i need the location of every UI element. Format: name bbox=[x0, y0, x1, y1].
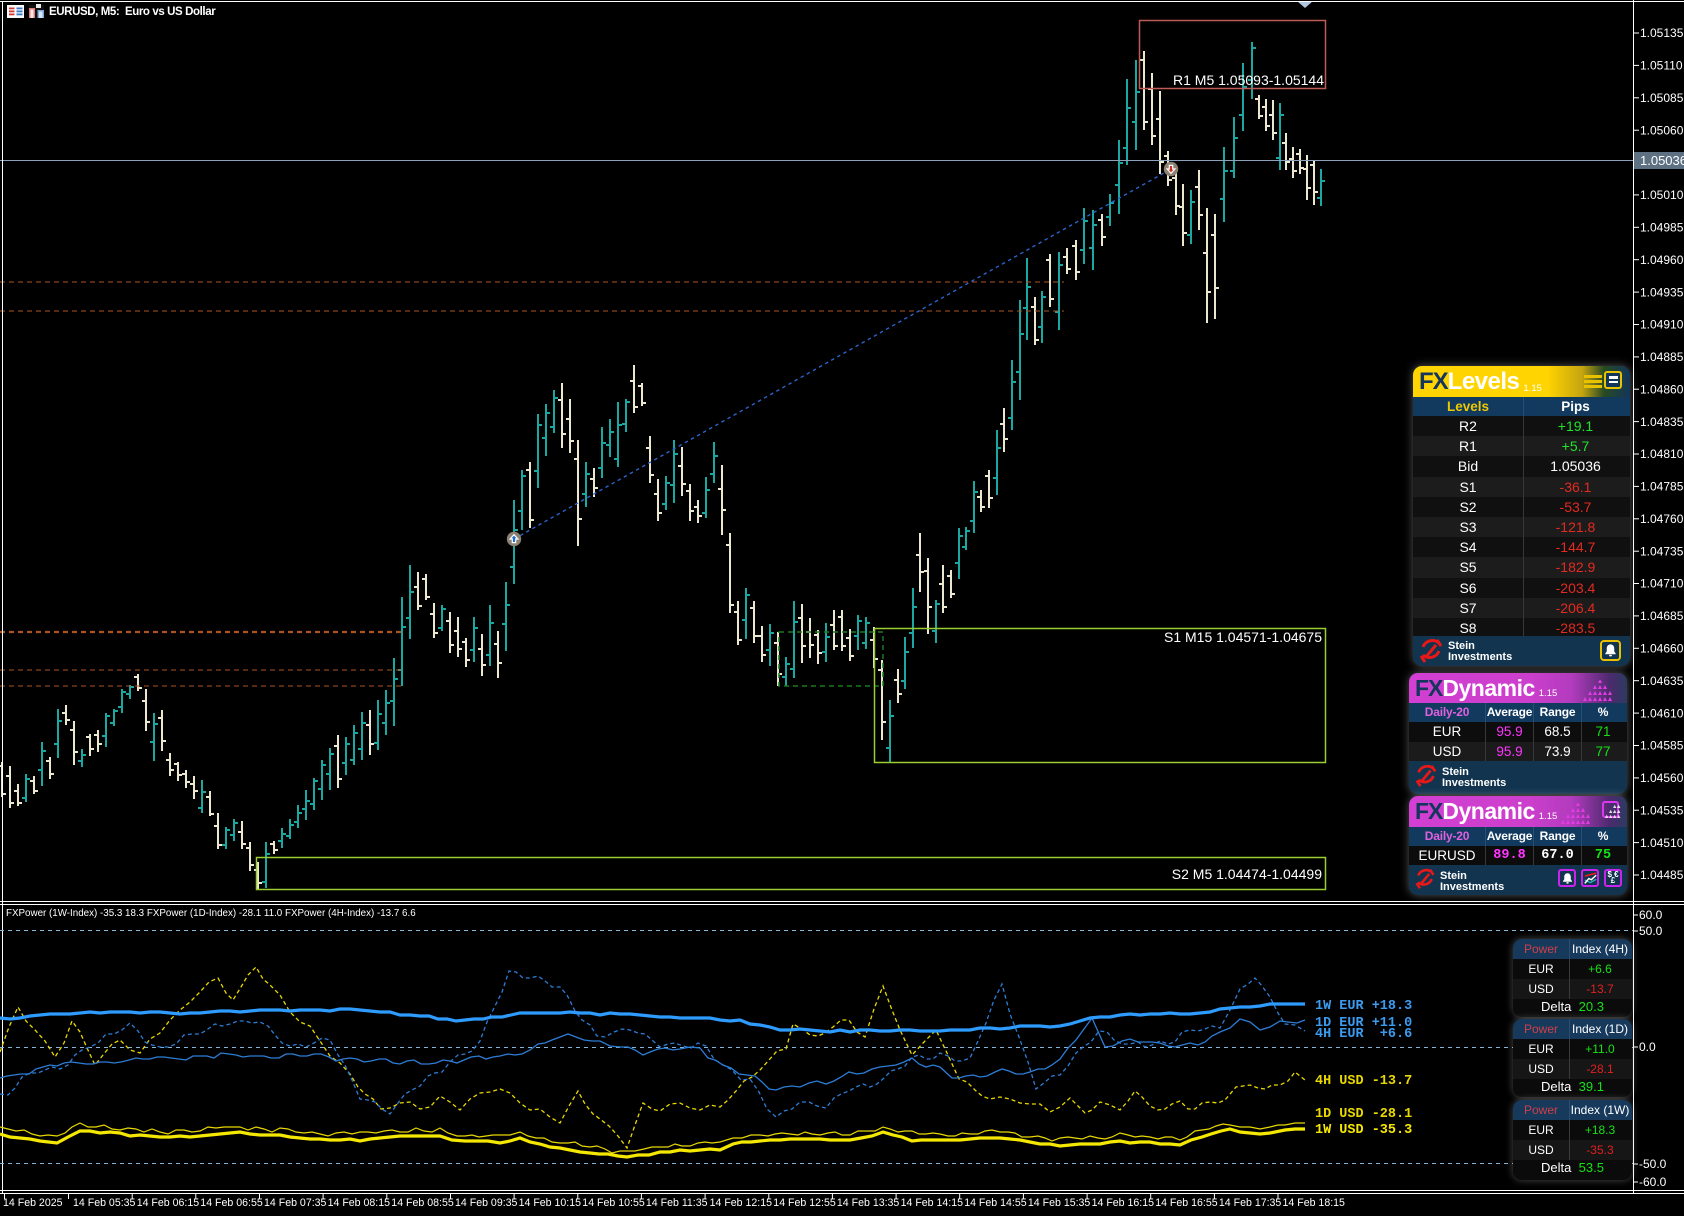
svg-text:1.04860: 1.04860 bbox=[1640, 382, 1684, 396]
svg-text:14 Feb 05:35: 14 Feb 05:35 bbox=[73, 1197, 136, 1209]
svg-text:1.05060: 1.05060 bbox=[1640, 123, 1684, 137]
svg-text:S2 M5 1.04474-1.04499: S2 M5 1.04474-1.04499 bbox=[1172, 866, 1322, 882]
svg-text:FXPower (1W-Index) -35.3 18.3: FXPower (1W-Index) -35.3 18.3 FXPower (1… bbox=[6, 908, 416, 919]
svg-text:14 Feb 2025: 14 Feb 2025 bbox=[3, 1197, 63, 1209]
svg-text:0.0: 0.0 bbox=[1639, 1040, 1656, 1054]
svg-text:1D USD -28.1: 1D USD -28.1 bbox=[1315, 1107, 1412, 1122]
svg-text:1.04985: 1.04985 bbox=[1640, 221, 1684, 235]
svg-text:-50.0: -50.0 bbox=[1639, 1157, 1667, 1171]
svg-text:1.04735: 1.04735 bbox=[1640, 544, 1684, 558]
svg-text:4H USD -13.7: 4H USD -13.7 bbox=[1315, 1074, 1412, 1089]
svg-text:1.04635: 1.04635 bbox=[1640, 674, 1684, 688]
svg-text:14 Feb 12:15: 14 Feb 12:15 bbox=[710, 1197, 773, 1209]
svg-text:14 Feb 08:15: 14 Feb 08:15 bbox=[328, 1197, 391, 1209]
svg-text:1.05036: 1.05036 bbox=[1640, 153, 1684, 168]
svg-text:1.04535: 1.04535 bbox=[1640, 803, 1684, 817]
svg-text:1.04710: 1.04710 bbox=[1640, 577, 1684, 591]
svg-text:1.04560: 1.04560 bbox=[1640, 771, 1684, 785]
svg-text:14 Feb 16:55: 14 Feb 16:55 bbox=[1155, 1197, 1218, 1209]
svg-text:14 Feb 17:35: 14 Feb 17:35 bbox=[1219, 1197, 1282, 1209]
svg-text:14 Feb 06:55: 14 Feb 06:55 bbox=[200, 1197, 263, 1209]
svg-text:1.04585: 1.04585 bbox=[1640, 739, 1684, 753]
svg-text:1.04835: 1.04835 bbox=[1640, 415, 1684, 429]
svg-text:1D EUR +11.0: 1D EUR +11.0 bbox=[1315, 1016, 1412, 1031]
svg-text:14 Feb 07:35: 14 Feb 07:35 bbox=[264, 1197, 327, 1209]
svg-text:14 Feb 15:35: 14 Feb 15:35 bbox=[1028, 1197, 1091, 1209]
svg-text:50.0: 50.0 bbox=[1639, 924, 1663, 938]
svg-text:1.04510: 1.04510 bbox=[1640, 836, 1684, 850]
svg-text:1.04885: 1.04885 bbox=[1640, 350, 1684, 364]
svg-text:14 Feb 10:55: 14 Feb 10:55 bbox=[582, 1197, 645, 1209]
svg-text:1.04810: 1.04810 bbox=[1640, 447, 1684, 461]
svg-text:1.04935: 1.04935 bbox=[1640, 285, 1684, 299]
svg-text:1.05085: 1.05085 bbox=[1640, 91, 1684, 105]
svg-text:1.04485: 1.04485 bbox=[1640, 868, 1684, 882]
svg-text:14 Feb 16:15: 14 Feb 16:15 bbox=[1092, 1197, 1155, 1209]
svg-text:1.04610: 1.04610 bbox=[1640, 706, 1684, 720]
svg-text:1.04685: 1.04685 bbox=[1640, 609, 1684, 623]
svg-text:14 Feb 13:35: 14 Feb 13:35 bbox=[837, 1197, 900, 1209]
svg-text:1.04760: 1.04760 bbox=[1640, 512, 1684, 526]
svg-text:14 Feb 11:35: 14 Feb 11:35 bbox=[646, 1197, 708, 1209]
svg-text:14 Feb 14:55: 14 Feb 14:55 bbox=[964, 1197, 1027, 1209]
svg-text:R1 M5 1.05093-1.05144: R1 M5 1.05093-1.05144 bbox=[1173, 72, 1324, 88]
svg-text:1.04785: 1.04785 bbox=[1640, 480, 1684, 494]
svg-text:1.05110: 1.05110 bbox=[1640, 59, 1683, 73]
svg-text:1W USD -35.3: 1W USD -35.3 bbox=[1315, 1123, 1412, 1138]
svg-text:14 Feb 18:15: 14 Feb 18:15 bbox=[1283, 1197, 1346, 1209]
svg-text:14 Feb 14:15: 14 Feb 14:15 bbox=[901, 1197, 964, 1209]
svg-text:S1 M15 1.04571-1.04675: S1 M15 1.04571-1.04675 bbox=[1164, 629, 1322, 645]
svg-text:1.05135: 1.05135 bbox=[1640, 26, 1684, 40]
svg-text:-60.0: -60.0 bbox=[1639, 1175, 1667, 1189]
svg-text:14 Feb 10:15: 14 Feb 10:15 bbox=[519, 1197, 582, 1209]
svg-text:1.04910: 1.04910 bbox=[1640, 318, 1684, 332]
svg-text:1.05010: 1.05010 bbox=[1640, 188, 1684, 202]
svg-text:1.04660: 1.04660 bbox=[1640, 642, 1684, 656]
svg-text:60.0: 60.0 bbox=[1639, 908, 1663, 922]
svg-text:14 Feb 12:55: 14 Feb 12:55 bbox=[773, 1197, 836, 1209]
svg-text:1W EUR +18.3: 1W EUR +18.3 bbox=[1315, 999, 1412, 1014]
svg-text:1.04960: 1.04960 bbox=[1640, 253, 1684, 267]
svg-text:14 Feb 09:35: 14 Feb 09:35 bbox=[455, 1197, 518, 1209]
svg-text:EURUSD, M5: Euro vs US Dollar: EURUSD, M5: Euro vs US Dollar bbox=[49, 6, 216, 18]
svg-text:14 Feb 08:55: 14 Feb 08:55 bbox=[391, 1197, 454, 1209]
svg-text:4H EUR +6.6: 4H EUR +6.6 bbox=[1315, 1027, 1412, 1042]
svg-text:14 Feb 06:15: 14 Feb 06:15 bbox=[137, 1197, 200, 1209]
